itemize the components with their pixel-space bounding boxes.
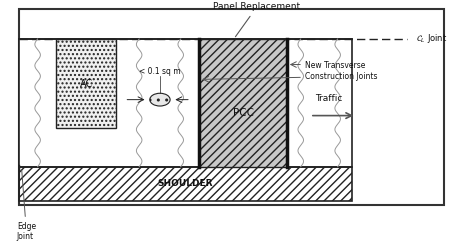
- Bar: [19, 167, 351, 201]
- Text: Panel Replacement: Panel Replacement: [213, 2, 300, 37]
- Text: SHOULDER: SHOULDER: [157, 179, 213, 188]
- Text: Traffic: Traffic: [314, 94, 342, 103]
- Bar: [19, 39, 351, 167]
- Text: PCC: PCC: [232, 108, 254, 119]
- Text: $\mathcal{C}_L$ Joint: $\mathcal{C}_L$ Joint: [416, 33, 448, 46]
- Bar: [199, 39, 287, 167]
- Text: New Transverse
Construction Joints: New Transverse Construction Joints: [306, 61, 378, 81]
- Bar: [56, 39, 116, 128]
- Text: AC: AC: [80, 79, 93, 89]
- Text: < 0.1 sq m: < 0.1 sq m: [139, 67, 181, 76]
- Ellipse shape: [150, 93, 170, 106]
- Text: Edge
Joint: Edge Joint: [17, 169, 36, 241]
